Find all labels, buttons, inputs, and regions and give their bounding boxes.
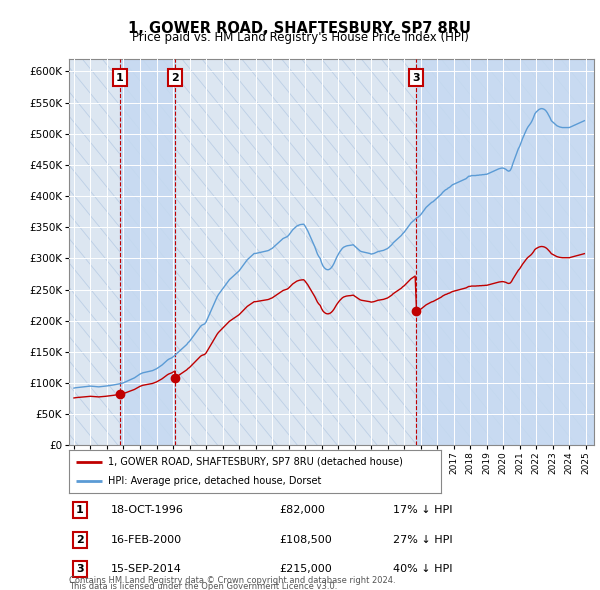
Text: This data is licensed under the Open Government Licence v3.0.: This data is licensed under the Open Gov… <box>69 582 337 590</box>
Text: 3: 3 <box>412 73 419 83</box>
Text: 1: 1 <box>116 73 124 83</box>
Text: 27% ↓ HPI: 27% ↓ HPI <box>393 535 452 545</box>
Text: 3: 3 <box>76 565 83 574</box>
Text: 40% ↓ HPI: 40% ↓ HPI <box>393 565 452 574</box>
Text: HPI: Average price, detached house, Dorset: HPI: Average price, detached house, Dors… <box>108 476 322 486</box>
Text: £108,500: £108,500 <box>279 535 332 545</box>
Text: 1: 1 <box>76 506 83 515</box>
Text: £82,000: £82,000 <box>279 506 325 515</box>
Text: 2: 2 <box>171 73 179 83</box>
Text: 18-OCT-1996: 18-OCT-1996 <box>111 506 184 515</box>
Text: 17% ↓ HPI: 17% ↓ HPI <box>393 506 452 515</box>
Text: 2: 2 <box>76 535 83 545</box>
Text: 1, GOWER ROAD, SHAFTESBURY, SP7 8RU: 1, GOWER ROAD, SHAFTESBURY, SP7 8RU <box>128 21 472 35</box>
Text: 15-SEP-2014: 15-SEP-2014 <box>111 565 182 574</box>
Text: Price paid vs. HM Land Registry's House Price Index (HPI): Price paid vs. HM Land Registry's House … <box>131 31 469 44</box>
Text: 1, GOWER ROAD, SHAFTESBURY, SP7 8RU (detached house): 1, GOWER ROAD, SHAFTESBURY, SP7 8RU (det… <box>108 457 403 467</box>
Text: 16-FEB-2000: 16-FEB-2000 <box>111 535 182 545</box>
Text: Contains HM Land Registry data © Crown copyright and database right 2024.: Contains HM Land Registry data © Crown c… <box>69 576 395 585</box>
Text: £215,000: £215,000 <box>279 565 332 574</box>
Bar <box>416 59 594 445</box>
Bar <box>120 59 175 445</box>
